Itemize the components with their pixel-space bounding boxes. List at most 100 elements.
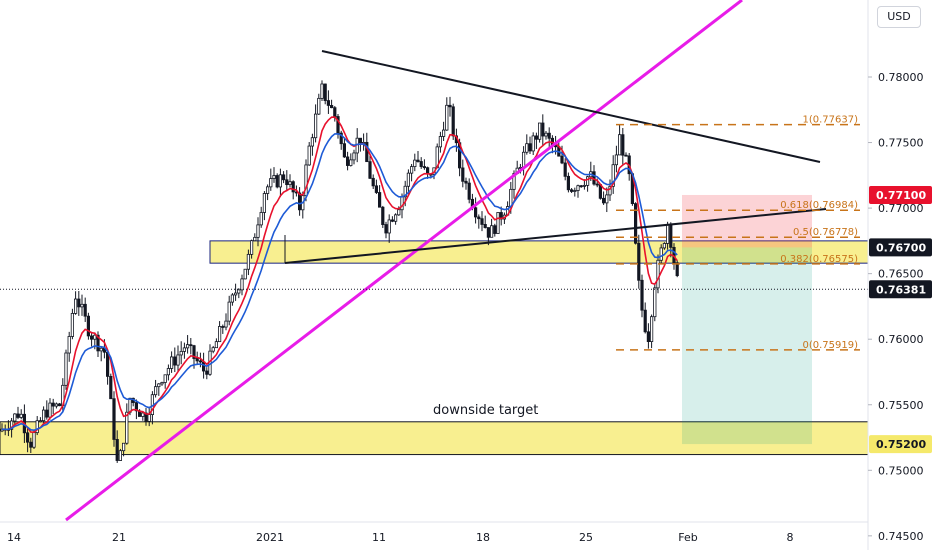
candle-body [464,180,468,184]
candle-body [38,420,43,423]
candle-body [128,397,132,413]
downside-target-zone [0,421,869,456]
candle-body [582,184,587,187]
candle-body [441,129,446,137]
candle-body [624,154,628,157]
candle-body [313,113,318,139]
price-tag [869,238,932,257]
candle-body [0,428,4,432]
candle-body [233,292,238,296]
candle-body [477,216,481,220]
candle-body [9,420,14,430]
candle-body [189,344,193,347]
candle-body [297,192,302,211]
candle-body [86,315,90,337]
candle-body [67,336,71,354]
price-tag-label: 0.76700 [876,241,926,254]
candle-body [310,137,315,147]
ema-fast-line [1,116,678,434]
candle-body [419,161,423,167]
price-tag-label: 0.76381 [876,283,926,296]
candle-body [54,403,59,407]
candle-body [317,97,321,115]
candle-body [281,174,286,181]
candle-body [29,441,33,448]
candle-body [390,219,395,222]
x-tick-label: 14 [7,531,21,544]
price-tag [869,185,932,204]
candle-body [19,413,23,418]
candle-body [403,185,407,198]
candle-body [169,356,174,369]
candle-body [413,159,417,168]
candle-body [166,368,170,376]
candle-body [278,174,283,188]
candle-body [163,374,167,383]
candle-body [659,247,663,261]
time-axis: 14 21 2021 11 18 25 Feb 8 [0,521,868,544]
currency-button[interactable]: USD [877,6,921,28]
candle-body [285,179,289,186]
upper-triangle-line [321,50,821,163]
candle-body [25,432,30,443]
candle-body [291,181,295,193]
candle-body [307,145,311,166]
candle-body [614,154,619,166]
candle-body [486,227,491,238]
candle-body [70,313,74,337]
candle-body [531,135,535,152]
candle-body [662,243,667,249]
candle-body [480,218,484,225]
lower-triangle-line [284,208,827,264]
candle-body [160,382,164,385]
candle-body [221,326,225,328]
candle-body [326,100,331,106]
price-tag [869,435,932,454]
candle-body [13,413,17,422]
candle-body [134,402,138,412]
candle-body [230,294,234,303]
candle-body [445,104,449,131]
candle-body [352,152,356,161]
fib-label: 1(0.77637) [802,115,858,126]
candle-body [566,175,571,191]
candle-body [185,344,190,349]
zones-layer [0,240,869,456]
candle-body [595,183,599,186]
candle-body [522,151,526,168]
trade-box-layer [682,194,812,445]
candle-body [256,224,260,238]
trendlines-layer [0,0,868,522]
candle-body [592,171,596,185]
price-tag [869,280,932,299]
candle-body [618,134,622,156]
candle-body [51,402,55,407]
candle-body [371,177,375,187]
candle-body [58,403,62,407]
candle-body [35,420,39,434]
candle-body [269,178,273,188]
candles-layer [0,80,679,463]
candle-body [192,345,196,359]
candle-body [342,143,347,158]
candle-body [640,279,644,311]
candle-body [422,166,427,169]
candle-body [109,375,113,400]
candle-body [368,161,372,179]
fib-label: 0.5(0.76778) [793,227,858,238]
candle-body [339,132,343,145]
candle-body [602,197,606,204]
candle-body [397,209,401,216]
candle-body [416,159,420,162]
candle-body [547,132,551,139]
candle-body [249,240,254,255]
candle-body [349,159,353,166]
candle-body [493,225,497,234]
candle-body [275,175,279,188]
candle-body [605,194,609,204]
candle-body [666,224,670,244]
candle-body [272,175,276,179]
candle-body [262,193,267,213]
candle-body [409,166,414,174]
